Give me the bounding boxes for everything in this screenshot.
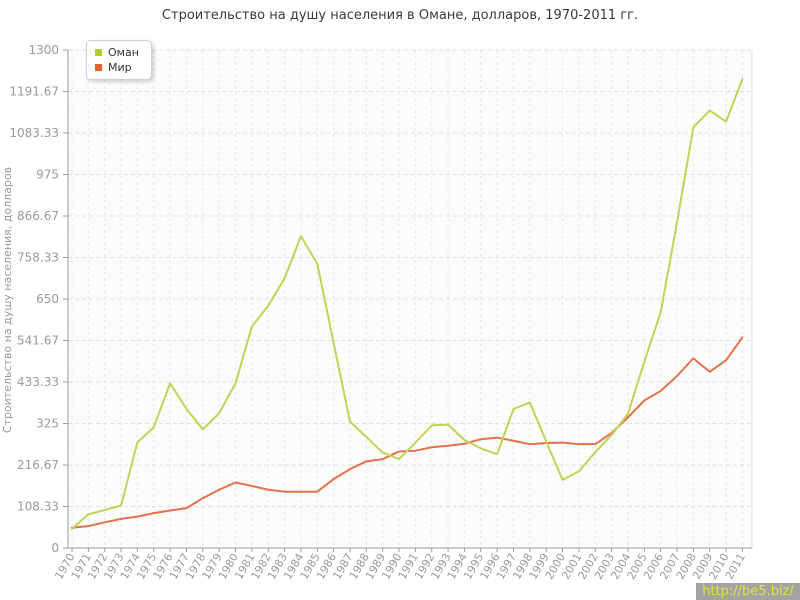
gridlines: [68, 49, 753, 548]
y-axis-ticks: 0 108.33 216.67 325 433.33 541.67 650 758.33 866…: [9, 43, 68, 555]
svg-text:975: 975: [36, 168, 59, 182]
svg-text:541.67: 541.67: [17, 334, 59, 348]
svg-text:1191.67: 1191.67: [9, 85, 59, 99]
legend-label-world: Мир: [108, 61, 132, 74]
legend-item-world: Мир: [95, 60, 139, 75]
svg-text:216.67: 216.67: [17, 458, 59, 472]
world-series-swatch: [95, 64, 102, 71]
svg-text:1300: 1300: [28, 43, 59, 57]
x-axis-ticks: 1970197119721973197419751976197719781979…: [52, 548, 748, 582]
svg-text:758.33: 758.33: [17, 251, 59, 265]
series-line-oman: [71, 78, 744, 530]
svg-text:1083.33: 1083.33: [9, 126, 59, 140]
legend-item-oman: Оман: [95, 45, 139, 60]
legend-label-oman: Оман: [108, 46, 139, 59]
svg-text:866.67: 866.67: [17, 209, 59, 223]
svg-text:433.33: 433.33: [17, 375, 59, 389]
svg-text:108.33: 108.33: [17, 500, 59, 514]
oman-series-swatch: [95, 49, 102, 56]
svg-text:650: 650: [36, 292, 59, 306]
chart-title: Строительство на душу населения в Омане,…: [161, 8, 639, 23]
legend: Оман Мир: [86, 40, 152, 80]
svg-text:0: 0: [51, 541, 59, 555]
svg-text:325: 325: [36, 417, 59, 431]
watermark-link: http://be5.biz/: [696, 583, 800, 600]
